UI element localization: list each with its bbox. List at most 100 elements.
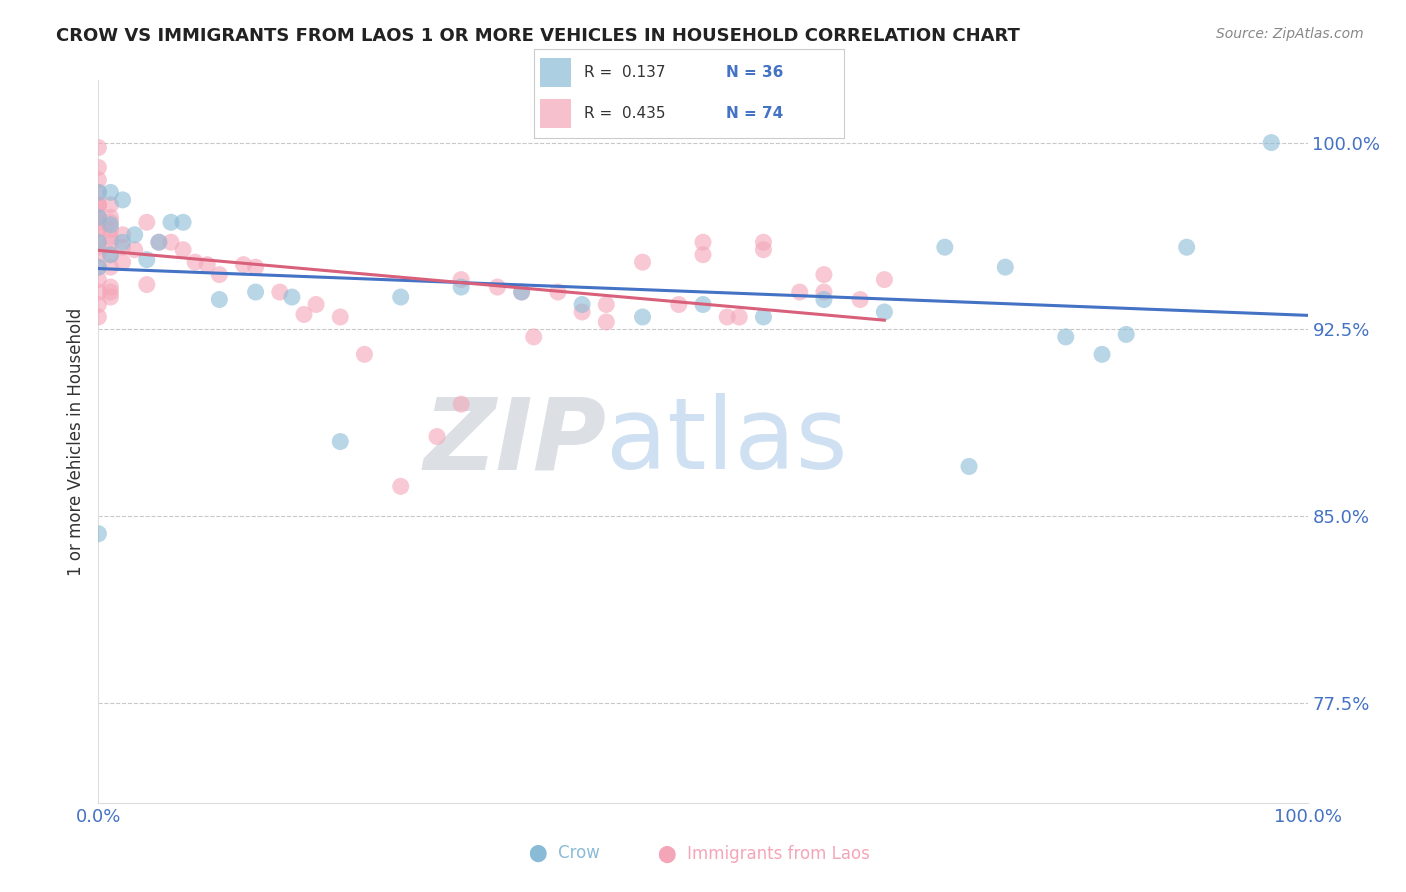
Point xyxy=(957,459,980,474)
Point xyxy=(111,255,134,269)
Point xyxy=(450,280,472,294)
Point xyxy=(87,272,110,286)
Point xyxy=(789,285,811,299)
Point xyxy=(510,285,533,299)
Point xyxy=(668,297,690,311)
Point xyxy=(595,315,617,329)
Point xyxy=(87,211,110,225)
Point xyxy=(329,310,352,324)
Point xyxy=(111,240,134,254)
Point xyxy=(172,243,194,257)
Point xyxy=(87,260,110,274)
Point xyxy=(571,305,593,319)
Point xyxy=(100,280,122,294)
Point xyxy=(1091,347,1114,361)
Point xyxy=(87,310,110,324)
Point xyxy=(100,215,122,229)
Point xyxy=(994,260,1017,274)
Point xyxy=(631,255,654,269)
Point xyxy=(100,290,122,304)
Point xyxy=(523,330,546,344)
Point xyxy=(571,297,593,311)
Point xyxy=(135,215,157,229)
Point xyxy=(631,310,654,324)
Point xyxy=(873,272,896,286)
Text: R =  0.137: R = 0.137 xyxy=(583,65,665,79)
Point xyxy=(87,248,110,262)
Point xyxy=(752,310,775,324)
Point xyxy=(100,218,122,232)
Point xyxy=(111,227,134,242)
Point xyxy=(752,235,775,250)
Text: ⬤  Immigrants from Laos: ⬤ Immigrants from Laos xyxy=(658,844,869,863)
Point xyxy=(148,235,170,250)
Point xyxy=(269,285,291,299)
Point xyxy=(292,308,315,322)
Point xyxy=(934,240,956,254)
Point xyxy=(87,198,110,212)
Point xyxy=(100,230,122,244)
Text: N = 74: N = 74 xyxy=(725,106,783,120)
Point xyxy=(100,223,122,237)
Point xyxy=(160,215,183,229)
Point xyxy=(148,235,170,250)
Point xyxy=(87,161,110,175)
Point xyxy=(87,173,110,187)
Point xyxy=(87,186,110,200)
Point xyxy=(100,235,122,250)
Point xyxy=(87,211,110,225)
Point xyxy=(813,285,835,299)
Text: ⬤  Crow: ⬤ Crow xyxy=(529,845,599,863)
Point xyxy=(135,277,157,292)
Point xyxy=(87,215,110,229)
Point xyxy=(1175,240,1198,254)
Point xyxy=(87,235,110,250)
Point xyxy=(100,198,122,212)
Point xyxy=(486,280,509,294)
Text: R =  0.435: R = 0.435 xyxy=(583,106,665,120)
Point xyxy=(1260,136,1282,150)
Point xyxy=(100,186,122,200)
Point xyxy=(692,248,714,262)
Point xyxy=(87,223,110,237)
Point xyxy=(87,211,110,225)
Point xyxy=(124,243,146,257)
Point xyxy=(111,235,134,250)
Point xyxy=(87,297,110,311)
Point xyxy=(87,260,110,274)
Point xyxy=(450,397,472,411)
Point xyxy=(87,526,110,541)
Point xyxy=(184,255,207,269)
Point xyxy=(87,223,110,237)
Point xyxy=(232,258,254,272)
Point xyxy=(813,293,835,307)
Point xyxy=(87,186,110,200)
Point xyxy=(692,235,714,250)
Point xyxy=(1054,330,1077,344)
Point xyxy=(87,198,110,212)
Text: ZIP: ZIP xyxy=(423,393,606,490)
Point xyxy=(208,293,231,307)
Point xyxy=(111,193,134,207)
Point xyxy=(245,285,267,299)
Point xyxy=(100,248,122,262)
Point xyxy=(329,434,352,449)
Point xyxy=(87,198,110,212)
Point xyxy=(100,285,122,299)
Point xyxy=(100,260,122,274)
Point xyxy=(245,260,267,274)
Point xyxy=(728,310,751,324)
Bar xyxy=(540,58,571,87)
Text: atlas: atlas xyxy=(606,393,848,490)
Point xyxy=(100,248,122,262)
Point xyxy=(124,227,146,242)
Point xyxy=(172,215,194,229)
Point xyxy=(510,285,533,299)
Point xyxy=(595,297,617,311)
Point xyxy=(450,272,472,286)
Point xyxy=(135,252,157,267)
Point xyxy=(389,479,412,493)
Point xyxy=(813,268,835,282)
Point xyxy=(87,140,110,154)
Point xyxy=(208,268,231,282)
